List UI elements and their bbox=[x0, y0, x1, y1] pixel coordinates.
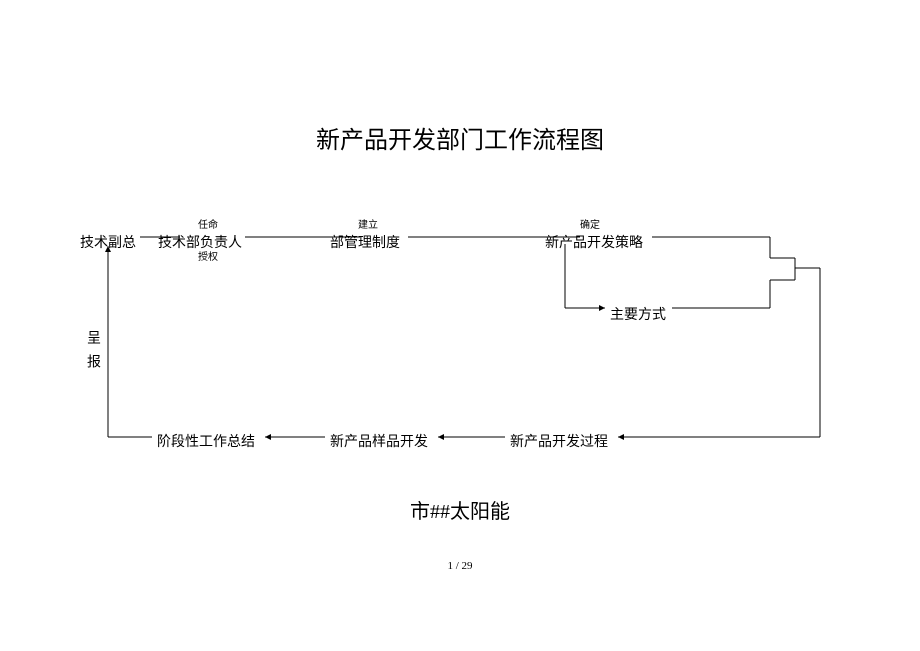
flow-node-n4: 新产品开发策略 bbox=[545, 232, 643, 252]
flow-node-n8: 阶段性工作总结 bbox=[157, 431, 255, 451]
edge-label: 建立 bbox=[358, 216, 378, 231]
page-title: 新产品开发部门工作流程图 bbox=[0, 120, 920, 155]
flow-node-n5: 主要方式 bbox=[610, 304, 666, 324]
flow-node-n6: 新产品开发过程 bbox=[510, 431, 608, 451]
subtitle: 市##太阳能 bbox=[0, 495, 920, 524]
vertical-label: 呈报 bbox=[82, 330, 102, 378]
edge-label: 授权 bbox=[198, 248, 218, 263]
edge-label: 任命 bbox=[198, 216, 218, 231]
edge-label: 确定 bbox=[580, 216, 600, 231]
flow-node-n3: 部管理制度 bbox=[330, 232, 400, 252]
flow-node-n1: 技术副总 bbox=[80, 232, 136, 252]
flow-node-n7: 新产品样品开发 bbox=[330, 431, 428, 451]
flow-svg bbox=[0, 0, 920, 651]
page-number: 1 / 29 bbox=[0, 560, 920, 572]
